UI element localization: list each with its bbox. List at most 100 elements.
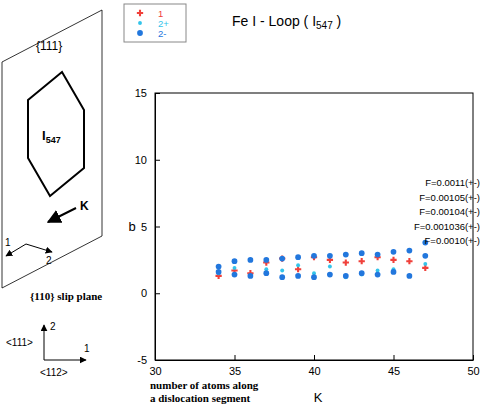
crystal-axis — [44, 360, 86, 361]
plane-label: {111} — [36, 39, 62, 53]
crystal-axis-name: <112> — [40, 367, 68, 378]
k-label: K — [80, 199, 89, 213]
point — [390, 257, 396, 263]
x-axis-title: K — [314, 390, 323, 405]
axis-arrow — [26, 244, 52, 252]
points — [215, 240, 428, 280]
y-tick-mark — [155, 160, 160, 161]
x-tick: 35 — [229, 355, 241, 377]
point — [422, 253, 428, 259]
point — [359, 270, 365, 276]
x-tick: 45 — [388, 355, 400, 377]
annotation: F=0.00104(+-) — [419, 206, 480, 217]
plane — [2, 10, 102, 288]
y-tick-mark — [155, 293, 160, 294]
point — [295, 273, 301, 279]
point — [407, 274, 411, 278]
point — [280, 269, 284, 273]
slip-plane-label: {110} slip plane — [30, 290, 102, 302]
point — [232, 258, 238, 264]
point — [327, 253, 333, 259]
crystal-axis-label: 2 — [50, 321, 56, 332]
legend-marker — [137, 30, 143, 36]
point — [391, 269, 397, 275]
point — [279, 274, 285, 280]
y-tick: -5 — [137, 354, 160, 366]
point — [263, 270, 269, 276]
x-tick: 40 — [308, 355, 320, 377]
point — [407, 248, 413, 254]
point — [423, 262, 427, 266]
y-tick-mark — [155, 227, 160, 228]
point — [279, 255, 285, 261]
series-1 — [217, 262, 428, 279]
y-tick-label: 5 — [141, 221, 147, 233]
point — [296, 263, 300, 267]
loop — [28, 72, 84, 196]
point — [232, 272, 238, 278]
caption: number of atoms along — [150, 379, 259, 391]
y-axis: -5 0 5 10 15 — [135, 87, 160, 366]
title-end: ) — [333, 13, 342, 29]
y-tick-label: 15 — [135, 87, 147, 99]
x-tick: 50 — [467, 355, 479, 377]
y-tick: 5 — [141, 221, 160, 233]
point — [263, 257, 269, 263]
annotation: F=0.001036(+-) — [414, 221, 480, 232]
x-tick-label: 50 — [467, 365, 479, 377]
annotation: F=0.0010(+-) — [425, 235, 480, 246]
y-axis-title: b — [128, 219, 135, 234]
legend: 12+2- — [124, 4, 186, 42]
series-0 — [215, 254, 428, 279]
point — [279, 256, 285, 262]
x-axis: 30 35 40 45 50 — [149, 355, 479, 377]
point — [343, 259, 349, 265]
diagram: {111} I547 K 1 2 {110} slip plane 2 1 <111> <112> — [2, 10, 102, 378]
loop-label-sub: 547 — [46, 135, 61, 145]
k-arrow — [48, 208, 76, 222]
point — [359, 258, 365, 264]
axis-label: 2 — [46, 255, 52, 266]
x-tick-mark — [473, 355, 474, 360]
y-tick-mark — [155, 93, 160, 94]
crystal-axis-label: 1 — [84, 343, 90, 354]
title: Fe I - Loop ( I547 ) — [232, 13, 341, 31]
caption: a dislocation segment — [150, 392, 251, 404]
point — [343, 252, 349, 258]
y-tick-mark — [155, 360, 160, 361]
point — [311, 253, 317, 259]
x-tick-mark — [314, 355, 315, 360]
point — [407, 273, 413, 279]
legend-marker — [138, 21, 142, 25]
point — [343, 273, 349, 279]
y-tick: 15 — [135, 87, 160, 99]
y-tick: 0 — [141, 287, 160, 299]
point — [248, 273, 254, 279]
point — [295, 254, 301, 260]
point — [327, 272, 333, 278]
y-tick-label: 0 — [141, 287, 147, 299]
point — [248, 274, 252, 278]
crystal-axis-name: <111> — [6, 337, 33, 348]
legend-box — [124, 4, 186, 42]
x-tick-mark — [394, 355, 395, 360]
x-tick-label: 40 — [308, 365, 320, 377]
axis-label: 1 — [5, 237, 11, 248]
title-subscript: 547 — [316, 20, 333, 31]
y-tick-label: -5 — [137, 354, 147, 366]
y-tick: 10 — [135, 154, 160, 166]
point — [311, 274, 317, 280]
x-tick-label: 35 — [229, 365, 241, 377]
x-tick-label: 30 — [149, 365, 161, 377]
loop-label: I547 — [42, 128, 61, 145]
figure: 3035404550-5051015KbFe I - Loop ( I547 )… — [0, 0, 486, 408]
point — [359, 250, 365, 256]
crystal-axis — [44, 325, 45, 360]
annotation: F=0.0011(+-) — [425, 177, 480, 188]
x-axis-line — [156, 360, 474, 361]
point — [233, 266, 237, 270]
title-main: Fe I - Loop ( I — [232, 13, 316, 29]
point — [391, 249, 397, 255]
legend-marker — [137, 10, 143, 16]
y-tick-label: 10 — [135, 154, 147, 166]
